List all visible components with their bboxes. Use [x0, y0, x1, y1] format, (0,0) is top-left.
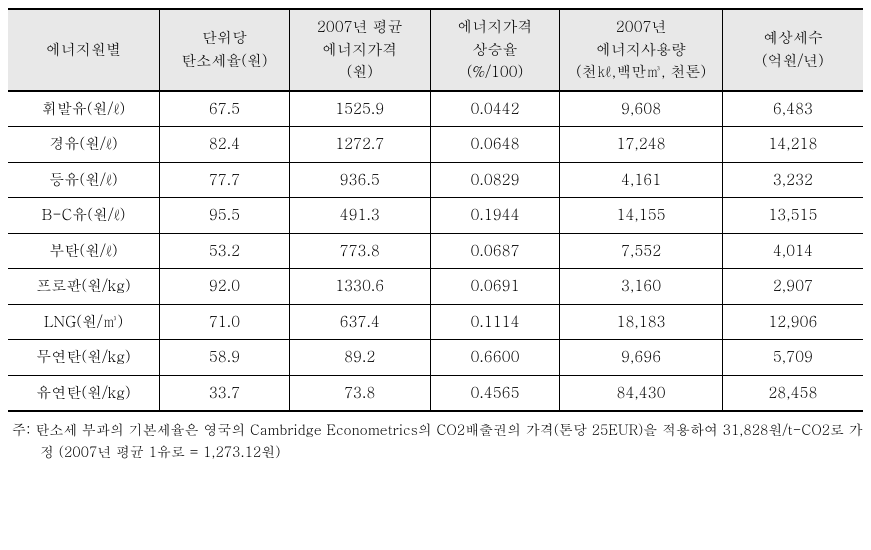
table-cell: 1525.9 [289, 91, 430, 127]
table-footnote: 주: 탄소세 부과의 기본세율은 영국의 Cambridge Econometr… [36, 418, 863, 463]
table-cell: 9,696 [560, 340, 722, 376]
table-cell: 84,430 [560, 375, 722, 411]
table-cell: 경유(원/ℓ) [8, 127, 160, 163]
table-cell: 67.5 [160, 91, 290, 127]
table-cell: 89.2 [289, 340, 430, 376]
table-cell: 0.6600 [430, 340, 560, 376]
table-cell: 58.9 [160, 340, 290, 376]
table-cell: 92.0 [160, 269, 290, 305]
table-cell: 637.4 [289, 304, 430, 340]
table-cell: 0.4565 [430, 375, 560, 411]
table-row: B-C유(원/ℓ)95.5491.30.194414,15513,515 [8, 198, 863, 234]
table-cell: 0.0829 [430, 162, 560, 198]
table-row: 경유(원/ℓ)82.41272.70.064817,24814,218 [8, 127, 863, 163]
table-row: 무연탄(원/kg)58.989.20.66009,6965,709 [8, 340, 863, 376]
table-cell: 0.0442 [430, 91, 560, 127]
table-cell: 부탄(원/ℓ) [8, 233, 160, 269]
table-row: 등유(원/ℓ)77.7936.50.08294,1613,232 [8, 162, 863, 198]
table-cell: 9,608 [560, 91, 722, 127]
table-cell: 95.5 [160, 198, 290, 234]
table-cell: 73.8 [289, 375, 430, 411]
table-cell: 0.1944 [430, 198, 560, 234]
table-cell: 13,515 [722, 198, 863, 234]
table-cell: 0.1114 [430, 304, 560, 340]
table-cell: 14,155 [560, 198, 722, 234]
header-energy-source: 에너지원별 [8, 9, 160, 91]
table-cell: 프로판(원/kg) [8, 269, 160, 305]
table-row: 부탄(원/ℓ)53.2773.80.06877,5524,014 [8, 233, 863, 269]
table-row: 프로판(원/kg)92.01330.60.06913,1602,907 [8, 269, 863, 305]
table-cell: 0.0648 [430, 127, 560, 163]
table-cell: 3,160 [560, 269, 722, 305]
table-cell: 무연탄(원/kg) [8, 340, 160, 376]
table-cell: 0.0691 [430, 269, 560, 305]
table-cell: 1272.7 [289, 127, 430, 163]
footnote-prefix: 주: [12, 419, 35, 439]
table-cell: 936.5 [289, 162, 430, 198]
table-cell: 82.4 [160, 127, 290, 163]
table-cell: 2,907 [722, 269, 863, 305]
table-cell: 71.0 [160, 304, 290, 340]
table-cell: 773.8 [289, 233, 430, 269]
table-cell: 4,014 [722, 233, 863, 269]
table-cell: 5,709 [722, 340, 863, 376]
header-energy-usage-2007: 2007년에너지사용량(천㎘,백만㎥, 천톤) [560, 9, 722, 91]
table-cell: 17,248 [560, 127, 722, 163]
table-cell: 6,483 [722, 91, 863, 127]
table-cell: 491.3 [289, 198, 430, 234]
table-row: 휘발유(원/ℓ)67.51525.90.04429,6086,483 [8, 91, 863, 127]
table-cell: 14,218 [722, 127, 863, 163]
table-body: 휘발유(원/ℓ)67.51525.90.04429,6086,483경유(원/ℓ… [8, 91, 863, 412]
table-cell: 53.2 [160, 233, 290, 269]
footnote-text: 탄소세 부과의 기본세율은 영국의 Cambridge Econometrics… [35, 419, 862, 461]
table-cell: 1330.6 [289, 269, 430, 305]
table-row: 유연탄(원/kg)33.773.80.456584,43028,458 [8, 375, 863, 411]
table-cell: 4,161 [560, 162, 722, 198]
table-cell: 77.7 [160, 162, 290, 198]
table-header: 에너지원별 단위당탄소세율(원) 2007년 평균에너지가격(원) 에너지가격상… [8, 9, 863, 91]
header-avg-price-2007: 2007년 평균에너지가격(원) [289, 9, 430, 91]
header-expected-tax-revenue: 예상세수(억원/년) [722, 9, 863, 91]
table-cell: 3,232 [722, 162, 863, 198]
table-cell: LNG(원/㎥) [8, 304, 160, 340]
table-cell: B-C유(원/ℓ) [8, 198, 160, 234]
table-cell: 28,458 [722, 375, 863, 411]
header-price-increase-rate: 에너지가격상승율(%/100) [430, 9, 560, 91]
table-cell: 7,552 [560, 233, 722, 269]
table-cell: 18,183 [560, 304, 722, 340]
header-carbon-tax-rate: 단위당탄소세율(원) [160, 9, 290, 91]
table-cell: 등유(원/ℓ) [8, 162, 160, 198]
table-cell: 휘발유(원/ℓ) [8, 91, 160, 127]
table-cell: 12,906 [722, 304, 863, 340]
table-row: LNG(원/㎥)71.0637.40.111418,18312,906 [8, 304, 863, 340]
table-cell: 유연탄(원/kg) [8, 375, 160, 411]
table-cell: 0.0687 [430, 233, 560, 269]
table-cell: 33.7 [160, 375, 290, 411]
carbon-tax-table: 에너지원별 단위당탄소세율(원) 2007년 평균에너지가격(원) 에너지가격상… [8, 8, 863, 412]
